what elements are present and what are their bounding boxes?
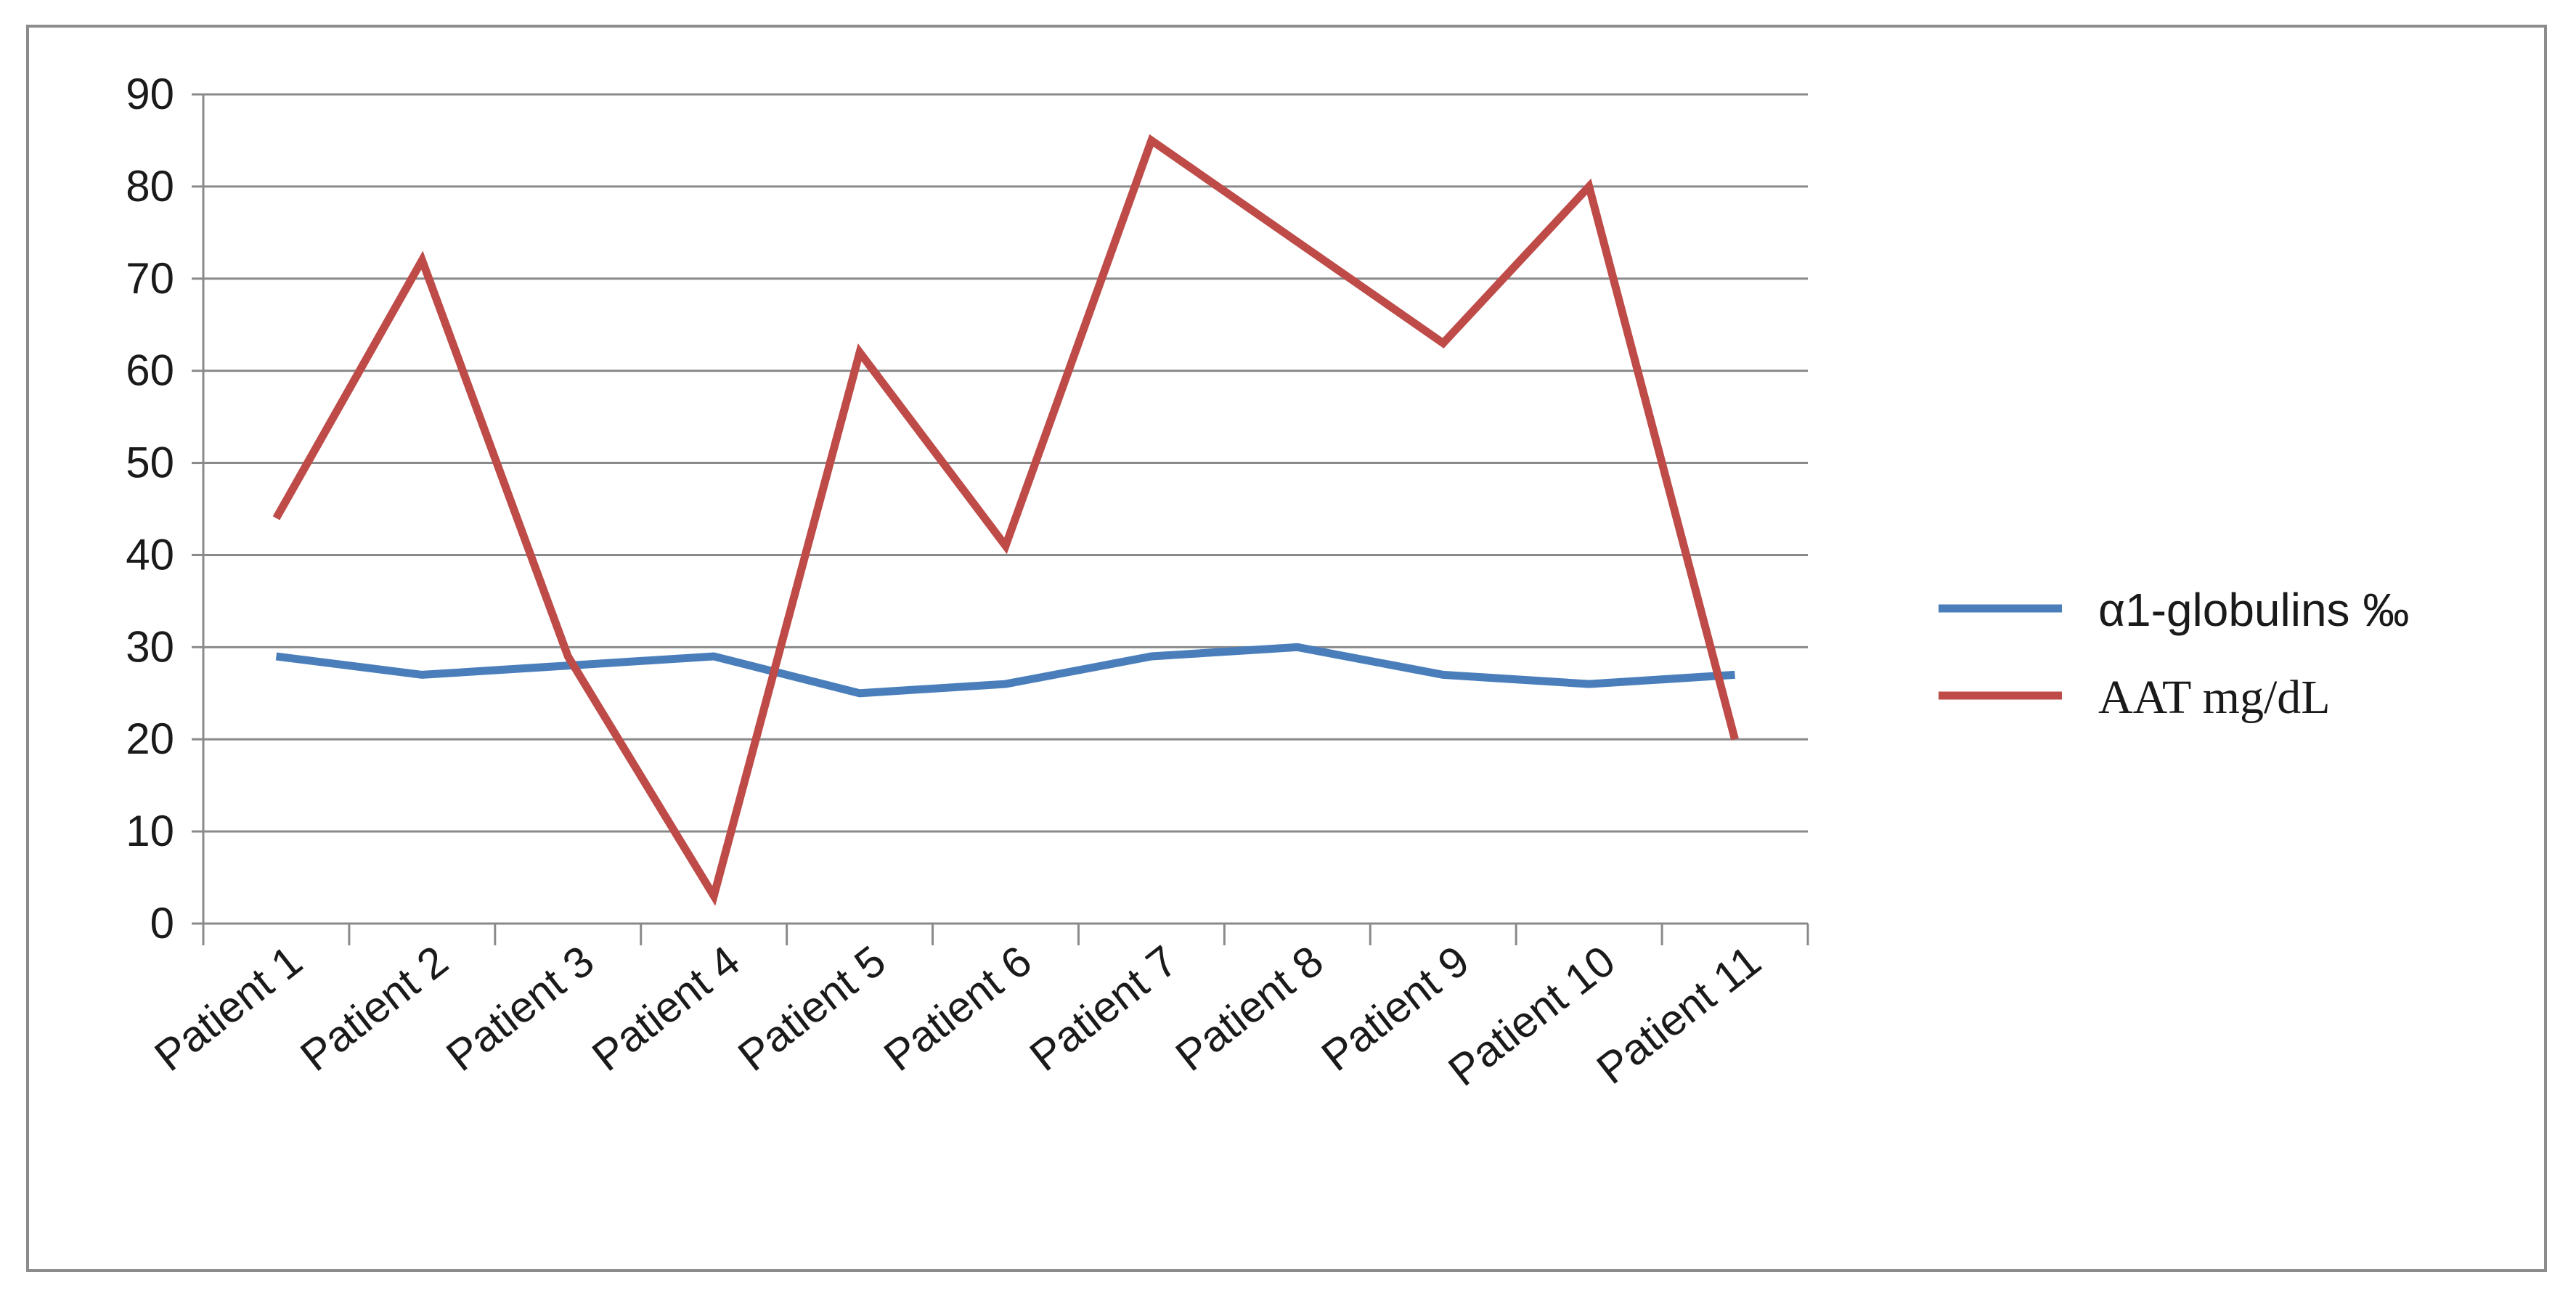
x-tick-label: Patient 4 (583, 936, 749, 1080)
legend-label-2: AAT mg/dL (2098, 671, 2331, 724)
y-tick-label: 0 (150, 899, 174, 948)
x-tick-label: Patient 2 (291, 936, 457, 1080)
y-tick-label: 20 (126, 714, 174, 763)
y-tick-label: 40 (126, 530, 174, 579)
y-tick-label: 30 (126, 622, 174, 671)
gridlines (203, 93, 1808, 833)
legend-label-1: α1-globulins ‰ (2098, 584, 2409, 636)
y-tick-label: 60 (126, 346, 174, 395)
x-tick-label: Patient 5 (729, 936, 894, 1080)
y-tick-label: 90 (126, 70, 174, 118)
legend: α1-globulins ‰ AAT mg/dL (1939, 584, 2409, 724)
series-line-2 (272, 134, 1739, 906)
x-tick-label: Patient 11 (1588, 936, 1770, 1093)
x-tick-label: Patient 1 (146, 936, 311, 1080)
series-lines (272, 134, 1739, 906)
x-tick-label: Patient 7 (1021, 936, 1186, 1080)
x-tick-label: Patient 8 (1167, 936, 1332, 1080)
series-line-1 (275, 643, 1735, 698)
x-tick-label: Patient 10 (1439, 936, 1623, 1095)
y-tick-label: 50 (126, 439, 174, 487)
y-axis: 0 10 20 30 40 50 60 70 80 90 (126, 70, 205, 948)
y-tick-label: 70 (126, 254, 174, 303)
y-tick-label: 10 (126, 807, 174, 855)
x-tick-label: Patient 6 (875, 936, 1040, 1080)
y-tick-label: 80 (126, 162, 174, 211)
x-tick-label: Patient 3 (437, 936, 603, 1080)
